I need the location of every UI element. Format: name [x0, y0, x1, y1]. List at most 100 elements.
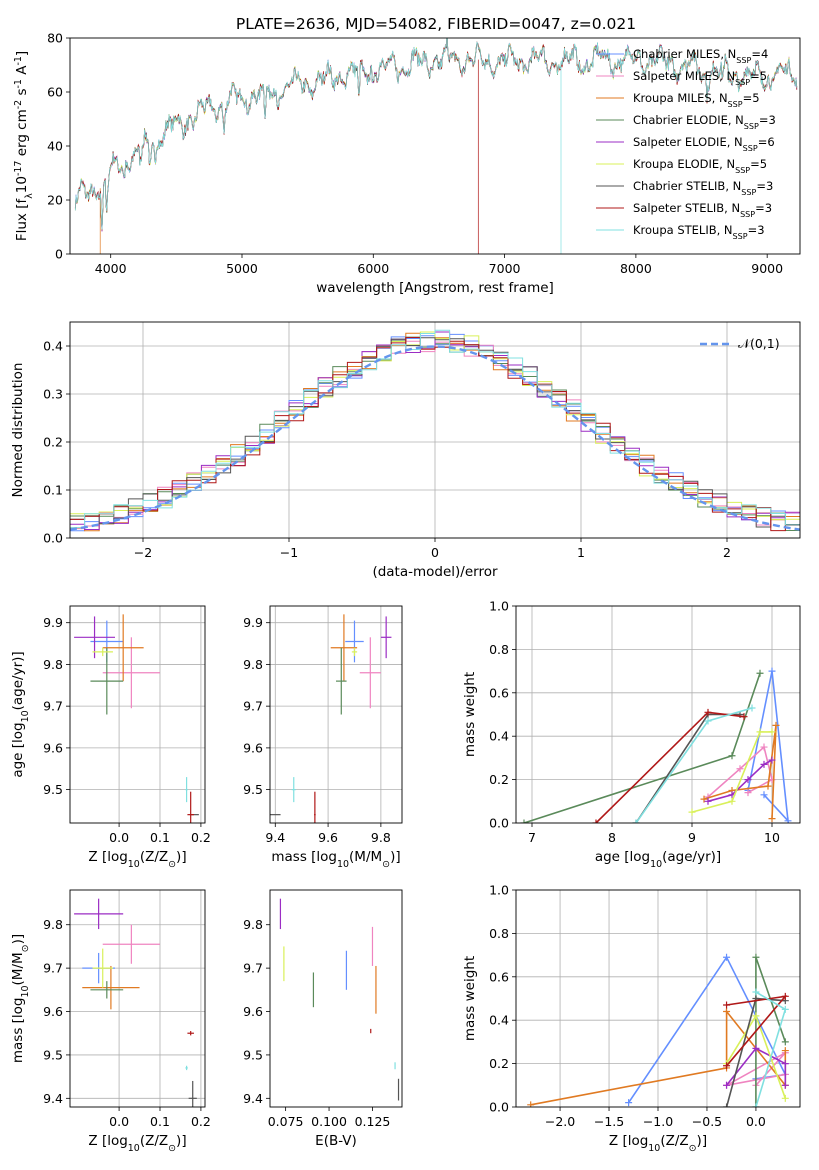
y-tick-label: 0.3 — [43, 387, 63, 402]
x-tick-label: 7000 — [489, 261, 521, 276]
y-tick-label: 0.2 — [43, 435, 63, 450]
x-tick-label: 9000 — [751, 261, 783, 276]
mass-weight-vs-age-marker — [700, 795, 708, 803]
mass-weight-vs-age-series-6 — [691, 731, 772, 813]
x-axis-label: Z [log10(Z/Z⊙)] — [88, 849, 186, 870]
x-tick-label: 0.1 — [150, 1114, 170, 1129]
x-tick-label: 0.0 — [746, 1114, 766, 1129]
mass-weight-vs-age-marker — [736, 765, 744, 773]
residual-hist-8 — [70, 337, 800, 532]
legend-entry: Salpeter MILES, NSSP=5 — [633, 69, 767, 87]
mass-weight-vs-Z-marker — [752, 1012, 760, 1020]
mass-weight-vs-age-marker — [760, 760, 768, 768]
x-tick-label: 0.1 — [150, 830, 170, 845]
mass-vs-Z-point-2 — [102, 924, 160, 964]
mass-weight-vs-age-marker — [744, 776, 752, 784]
mass-weight-vs-age-marker — [704, 708, 712, 716]
mass-vs-Z-point-6 — [92, 948, 113, 988]
x-axis-label: Z [log10(Z/Z⊙)] — [88, 1133, 186, 1154]
y-tick-label: 0.0 — [489, 1100, 509, 1115]
mass-weight-vs-Z-marker — [625, 1099, 633, 1107]
y-tick-label: 9.8 — [43, 657, 63, 672]
spectrum-panel: 4000 5000 6000 7000 8000 9000 0 20 40 60 80 wavelen… — [13, 31, 801, 296]
x-tick-label: 9.8 — [371, 830, 391, 845]
y-axis-label: age [log10(age/yr)] — [10, 651, 31, 777]
x-tick-label: 9.4 — [265, 830, 285, 845]
mass-weight-vs-age-marker — [756, 728, 764, 736]
mass-weight-vs-age-marker — [784, 817, 792, 823]
legend-entry: Chabrier ELODIE, NSSP=3 — [633, 113, 776, 131]
mass-weight-vs-age-marker — [704, 717, 712, 725]
residual-hist-marks — [70, 329, 800, 532]
age-vs-mass-point-6 — [351, 647, 358, 657]
mass-weight-vs-age-marker — [748, 704, 756, 712]
y-tick-label: 9.9 — [243, 615, 263, 630]
mass-weight-vs-Z-marker — [752, 953, 760, 961]
mass-weight-vs-Z-marker — [781, 1038, 789, 1046]
y-tick-label: 0 — [55, 247, 63, 262]
age-vs-Z-point-6 — [92, 647, 113, 657]
mass-weight-vs-Z-marks — [527, 953, 789, 1107]
y-tick-label: 0.4 — [489, 729, 509, 744]
spectrum-line-9 — [74, 38, 798, 254]
x-tick-label: 0.2 — [191, 1114, 211, 1129]
mass-vs-Z-point-3 — [82, 965, 140, 1010]
mass-weight-vs-Z-marker — [752, 1044, 760, 1052]
legend-entry: Chabrier MILES, NSSP=4 — [633, 47, 768, 65]
gaussian-legend: 𝒩(0,1) — [738, 336, 780, 351]
axes-frame — [515, 889, 801, 1108]
y-tick-label: 9.7 — [243, 699, 263, 714]
mass-weight-vs-age-marker — [632, 819, 640, 823]
mass-weight-vs-Z-marker — [527, 1101, 535, 1107]
x-tick-label: 2 — [723, 545, 731, 560]
mass-weight-vs-age-marker — [768, 728, 776, 736]
age-vs-Z-point-5 — [74, 616, 115, 659]
axes-frame — [69, 321, 801, 539]
mass-weight-vs-age-series-8 — [595, 711, 745, 823]
y-axis-label: mass weight — [462, 672, 478, 757]
y-tick-label: 9.6 — [243, 1004, 263, 1019]
y-tick-label: 0.4 — [43, 339, 63, 354]
mass-vs-Z-point-5 — [74, 898, 124, 930]
y-tick-label: 9.6 — [43, 740, 63, 755]
mass-vs-Z-point-9 — [185, 1065, 188, 1071]
spectrum-legend: Chabrier MILES, NSSP=4 Salpeter MILES, NS… — [596, 47, 776, 241]
age-vs-mass-point-2 — [359, 637, 381, 709]
mass-weight-vs-Z-marker — [723, 953, 731, 961]
y-tick-label: 0.6 — [489, 685, 509, 700]
x-tick-label: 0.0 — [109, 1114, 129, 1129]
mass-weight-vs-Z-marker — [781, 1047, 789, 1055]
y-axis-label: mass weight — [462, 956, 478, 1041]
mass-weight-vs-age-marker — [756, 669, 764, 677]
mass-vs-Z-point-8 — [187, 1031, 194, 1036]
x-tick-label: 0 — [431, 545, 439, 560]
axes-frame — [69, 37, 801, 255]
x-tick-label: 6000 — [357, 261, 389, 276]
axes-frame — [515, 605, 801, 824]
legend-entry: Kroupa STELIB, NSSP=3 — [633, 223, 765, 241]
mass-weight-vs-age-marker — [704, 797, 712, 805]
y-tick-label: 9.6 — [43, 1004, 63, 1019]
x-tick-label: −1 — [280, 545, 298, 560]
y-axis-label: mass [log10(M/M⊙)] — [10, 934, 31, 1063]
age-vs-Z-panel: 0.0 0.1 0.2 9.5 9.6 9.7 9.8 9.9 Z [log10(Z/Z⊙)] a… — [10, 605, 211, 870]
mass-vs-ebv-panel: 0.075 0.100 0.125 9.4 9.5 9.6 9.7 9.8 E(B-V) — [243, 889, 403, 1149]
age-vs-Z-point-4 — [90, 647, 124, 715]
spectrum-marks — [74, 38, 798, 254]
x-tick-label: 9 — [688, 830, 696, 845]
x-tick-label: 5000 — [226, 261, 258, 276]
y-tick-label: 1.0 — [489, 599, 509, 614]
mass-vs-Z-marks — [74, 898, 197, 1107]
mass-weight-vs-age-marker — [760, 743, 768, 751]
x-tick-label: 0.2 — [191, 830, 211, 845]
x-tick-label: 8 — [608, 830, 616, 845]
x-tick-label: −2.0 — [545, 1114, 575, 1129]
mass-vs-Z-panel: 0.0 0.1 0.2 9.4 9.5 9.6 9.7 9.8 Z [log10(Z/Z⊙)] m… — [10, 889, 211, 1154]
y-tick-label: 20 — [47, 193, 63, 208]
age-vs-Z-point-8 — [187, 791, 194, 823]
x-tick-label: 10 — [764, 830, 780, 845]
x-tick-label: 7 — [528, 830, 536, 845]
mass-weight-vs-Z-marker — [752, 988, 760, 996]
mass-weight-vs-age-series-4 — [523, 673, 761, 823]
